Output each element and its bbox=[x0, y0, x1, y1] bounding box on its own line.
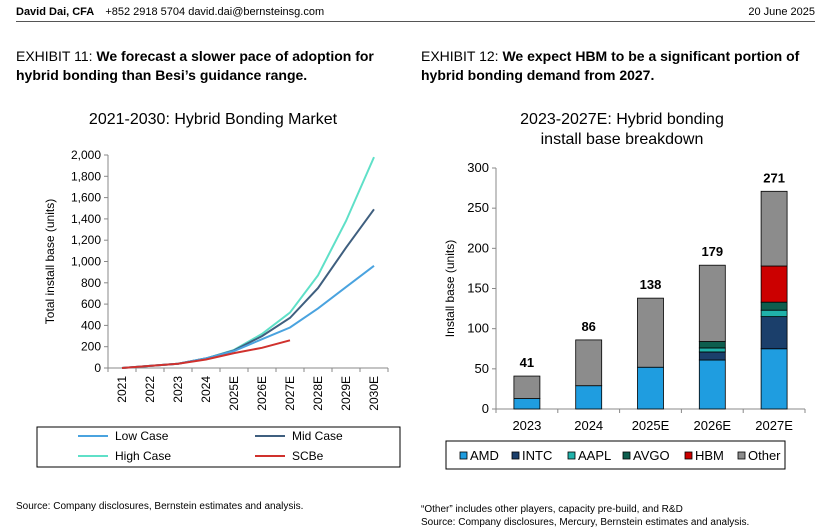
chart-title-line: install base breakdown bbox=[541, 131, 704, 148]
x-tick-label: 2026E bbox=[255, 376, 269, 411]
y-tick-label: 0 bbox=[94, 361, 101, 375]
x-tick-label: 2023 bbox=[512, 418, 541, 433]
y-tick-label: 0 bbox=[482, 401, 489, 416]
y-tick-label: 400 bbox=[81, 318, 101, 332]
bar-total-label: 41 bbox=[520, 355, 534, 370]
y-tick-label: 2,000 bbox=[71, 148, 101, 162]
exhibit-12-label: EXHIBIT 12: bbox=[421, 48, 503, 64]
legend-box bbox=[36, 426, 401, 468]
x-tick-label: 2024 bbox=[574, 418, 603, 433]
x-tick-label: 2028E bbox=[311, 376, 325, 411]
y-tick-label: 300 bbox=[467, 160, 489, 175]
y-tick-label: 600 bbox=[81, 297, 101, 311]
y-tick-label: 150 bbox=[467, 281, 489, 296]
legend-label: Low Case bbox=[115, 429, 169, 443]
bar-segment-aapl bbox=[760, 309, 788, 318]
x-tick-label: 2025E bbox=[227, 376, 241, 411]
y-tick-label: 200 bbox=[81, 340, 101, 354]
y-tick-label: 50 bbox=[475, 361, 489, 376]
x-tick-label: 2029E bbox=[339, 376, 353, 411]
exhibit-11-caption: EXHIBIT 11: We forecast a slower pace of… bbox=[16, 47, 416, 85]
legend-label: SCBe bbox=[292, 449, 324, 463]
bar-segment-avgo bbox=[698, 341, 726, 349]
exhibit-12-caption: EXHIBIT 12: We expect HBM to be a signif… bbox=[421, 47, 821, 85]
y-tick-label: 100 bbox=[467, 321, 489, 336]
legend-label: High Case bbox=[115, 449, 171, 463]
legend-swatch bbox=[459, 451, 468, 460]
y-tick-label: 1,800 bbox=[71, 169, 101, 183]
legend-label: INTC bbox=[522, 448, 552, 463]
x-tick-label: 2027E bbox=[283, 376, 297, 411]
legend-label: AVGO bbox=[633, 448, 670, 463]
y-tick-label: 1,200 bbox=[71, 233, 101, 247]
bar-total-label: 179 bbox=[701, 244, 723, 259]
bar-total-label: 271 bbox=[763, 170, 785, 185]
bar-segment-amd bbox=[698, 359, 726, 410]
legend-swatch bbox=[511, 451, 520, 460]
other-definition-note: “Other” includes other players, capacity… bbox=[421, 504, 683, 515]
legend-label: Mid Case bbox=[292, 429, 343, 443]
chart-legend: AMD INTC AAPL AVGO HBM Other bbox=[445, 440, 786, 470]
series-line-low-case bbox=[121, 265, 375, 369]
bar-segment-other bbox=[637, 297, 664, 368]
page-header: David Dai, CFA +852 2918 5704 david.dai@… bbox=[16, 6, 815, 22]
source-note-left: Source: Company disclosures, Bernstein e… bbox=[16, 501, 304, 512]
bar-segment-amd bbox=[575, 385, 603, 410]
x-tick-label: 2030E bbox=[367, 376, 381, 411]
bar-segment-amd bbox=[760, 348, 788, 410]
source-note-right: Source: Company disclosures, Mercury, Be… bbox=[421, 517, 750, 528]
bar-segment-other bbox=[513, 375, 541, 399]
bar-segment-hbm bbox=[760, 265, 788, 303]
bar-segment-amd bbox=[513, 398, 541, 410]
line-chart: 2021-2030: Hybrid Bonding Market 0 200 400 6… bbox=[36, 111, 401, 468]
x-tick-label: 2024 bbox=[199, 376, 213, 403]
bar-segment-other bbox=[760, 190, 788, 267]
legend-swatch bbox=[684, 451, 693, 460]
y-tick-label: 1,400 bbox=[71, 212, 101, 226]
bar-segment-other bbox=[698, 264, 726, 342]
chart-title: 2021-2030: Hybrid Bonding Market bbox=[89, 111, 338, 128]
legend-label: AAPL bbox=[578, 448, 611, 463]
x-tick-label: 2027E bbox=[755, 418, 793, 433]
x-tick-label: 2026E bbox=[694, 418, 732, 433]
legend-swatch bbox=[567, 451, 576, 460]
y-tick-label: 800 bbox=[81, 276, 101, 290]
x-tick-label: 2025E bbox=[632, 418, 670, 433]
exhibit-11-text: We forecast a slower pace of adoption fo… bbox=[16, 48, 374, 83]
legend-swatch bbox=[737, 451, 746, 460]
chart-legend: Low Case Mid Case High Case SCBe bbox=[36, 426, 401, 468]
bar-segment-aapl bbox=[698, 347, 726, 353]
report-date: 20 June 2025 bbox=[748, 6, 815, 18]
y-axis-title: Install base (units) bbox=[443, 240, 457, 337]
series-line-scbe bbox=[121, 339, 291, 369]
exhibit-11-label: EXHIBIT 11: bbox=[16, 48, 97, 64]
bar-segment-avgo bbox=[760, 301, 788, 311]
y-axis-title: Total install base (units) bbox=[43, 199, 57, 324]
bar-segment-amd bbox=[637, 366, 664, 410]
header-divider bbox=[16, 21, 815, 22]
legend-label: Other bbox=[748, 448, 781, 463]
author-name: David Dai, CFA bbox=[16, 6, 95, 18]
bar-total-label: 138 bbox=[640, 277, 662, 292]
stacked-bar-chart: 2023-2027E: Hybrid bonding install base b… bbox=[443, 111, 806, 470]
bar-total-label: 86 bbox=[581, 319, 595, 334]
bar-segment-intc bbox=[760, 316, 788, 350]
exhibit-12-text: We expect HBM to be a significant portio… bbox=[421, 48, 800, 83]
y-tick-label: 1,600 bbox=[71, 191, 101, 205]
legend-label: AMD bbox=[470, 448, 499, 463]
legend-box bbox=[445, 440, 786, 470]
bar-segment-intc bbox=[698, 351, 726, 361]
y-tick-label: 1,000 bbox=[71, 255, 101, 269]
author-contact: +852 2918 5704 david.dai@bernsteinsg.com bbox=[105, 6, 325, 18]
legend-label: HBM bbox=[695, 448, 724, 463]
x-tick-label: 2023 bbox=[171, 376, 185, 403]
legend-swatch bbox=[622, 451, 631, 460]
bar-segment-other bbox=[575, 339, 603, 387]
y-tick-label: 250 bbox=[467, 200, 489, 215]
x-tick-label: 2021 bbox=[115, 376, 129, 403]
y-tick-label: 200 bbox=[467, 240, 489, 255]
x-tick-label: 2022 bbox=[143, 376, 157, 403]
chart-title-line: 2023-2027E: Hybrid bonding bbox=[520, 111, 724, 128]
